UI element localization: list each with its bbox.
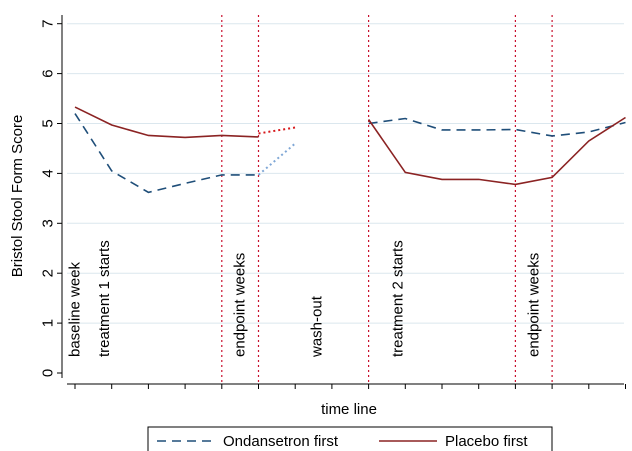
phase-label-3: wash-out — [309, 295, 326, 358]
legend: Ondansetron first Placebo first — [147, 426, 553, 451]
phase-label-5: endpoint weeks — [525, 253, 542, 357]
x-ticks — [74, 384, 626, 389]
series-lines — [74, 106, 626, 194]
phase-label-2: endpoint weeks — [232, 253, 249, 357]
phase-labels: baseline week treatment 1 starts endpoint … — [67, 240, 543, 358]
x-axis-label: time line — [321, 401, 377, 418]
washout-line-1 — [258, 126, 296, 135]
y-tick-label-3: 3 — [40, 219, 57, 227]
series-line-0 — [368, 117, 626, 137]
y-tick-label-0: 0 — [40, 369, 57, 377]
y-tick-label-7: 7 — [40, 20, 57, 28]
phase-label-4: treatment 2 starts — [389, 240, 406, 357]
y-tick-label-2: 2 — [40, 269, 57, 277]
y-tick-label-4: 4 — [40, 169, 57, 177]
series-line-1 — [74, 106, 259, 139]
y-axis-label: Bristol Stool Form Score — [9, 115, 26, 278]
y-tick-label-5: 5 — [40, 119, 57, 127]
legend-label-placebo: Placebo first — [445, 433, 528, 450]
y-tick-label-1: 1 — [40, 319, 57, 327]
phase-label-0: baseline week — [67, 261, 84, 357]
y-tick-label-6: 6 — [40, 69, 57, 77]
legend-box — [147, 426, 553, 451]
axes — [61, 15, 624, 385]
legend-label-ondansetron: Ondansetron first — [223, 433, 339, 450]
grid — [67, 23, 624, 324]
phase-label-1: treatment 1 starts — [96, 240, 113, 357]
y-ticks: 0 1 2 3 4 5 6 7 — [40, 20, 62, 377]
series-line-0 — [74, 113, 259, 194]
washout-line-0 — [257, 142, 296, 176]
phase-markers — [221, 15, 553, 384]
series-line-1 — [367, 116, 626, 186]
